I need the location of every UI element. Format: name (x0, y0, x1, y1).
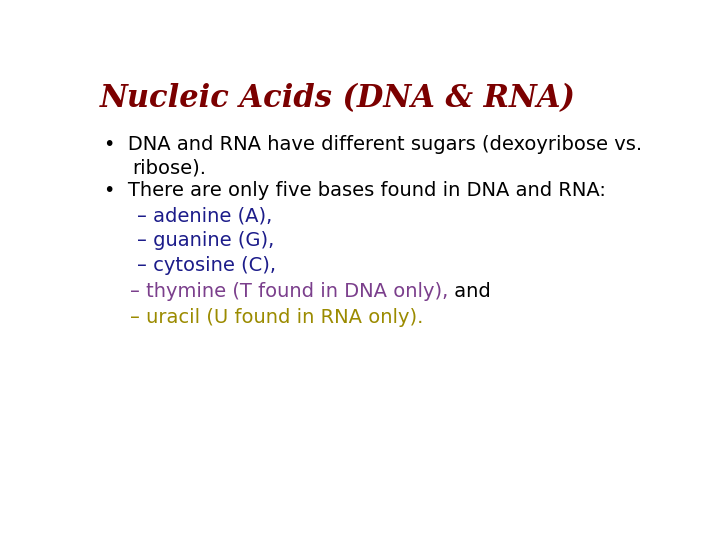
Text: Nucleic Acids (DNA & RNA): Nucleic Acids (DNA & RNA) (100, 84, 576, 114)
Text: ribose).: ribose). (132, 158, 206, 177)
Text: – uracil (U found in RNA only).: – uracil (U found in RNA only). (130, 308, 423, 327)
Text: and: and (449, 282, 491, 301)
Text: – cytosine (C),: – cytosine (C), (138, 256, 276, 275)
Text: – thymine (T found in DNA only),: – thymine (T found in DNA only), (130, 282, 449, 301)
Text: •  DNA and RNA have different sugars (dexoyribose vs.: • DNA and RNA have different sugars (dex… (104, 136, 642, 154)
Text: – guanine (G),: – guanine (G), (138, 231, 275, 250)
Text: – adenine (A),: – adenine (A), (138, 206, 273, 225)
Text: •  There are only five bases found in DNA and RNA:: • There are only five bases found in DNA… (104, 181, 606, 200)
